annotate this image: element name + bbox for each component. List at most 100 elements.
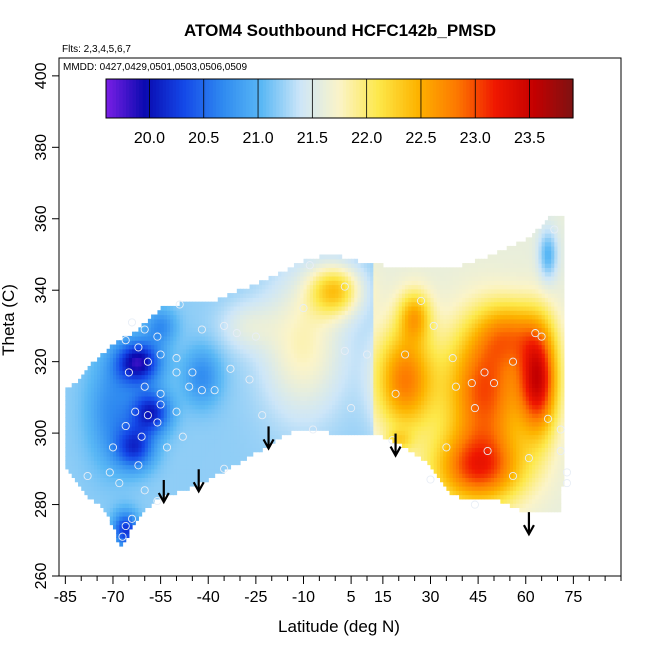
- field-cell: [252, 378, 257, 384]
- field-cell: [147, 391, 152, 397]
- field-cell: [313, 314, 317, 320]
- field-cell: [398, 280, 403, 286]
- field-cell: [322, 421, 327, 427]
- field-cell: [141, 331, 146, 337]
- field-cell: [325, 353, 330, 358]
- field-cell: [220, 408, 225, 414]
- field-cell: [382, 417, 387, 423]
- field-cell: [186, 383, 190, 388]
- field-cell: [354, 425, 359, 431]
- field-cell: [440, 455, 444, 461]
- field-cell: [303, 425, 308, 431]
- field-cell: [259, 374, 263, 380]
- field-cell: [179, 361, 184, 367]
- field-cell: [297, 310, 301, 316]
- field-cell: [179, 310, 184, 316]
- field-cell: [446, 395, 451, 401]
- field-cell: [332, 353, 336, 358]
- field-cell: [420, 323, 425, 328]
- field-cell: [90, 417, 95, 423]
- field-cell: [405, 387, 409, 393]
- field-cell: [265, 383, 270, 388]
- field-cell: [255, 348, 260, 354]
- field-cell: [370, 327, 374, 333]
- field-cell: [154, 365, 159, 371]
- field-cell: [100, 481, 105, 487]
- field-cell: [319, 293, 324, 298]
- field-cell: [379, 280, 384, 286]
- field-cell: [176, 340, 181, 346]
- field-cell: [401, 310, 406, 316]
- field-cell: [262, 323, 266, 328]
- field-cell: [347, 387, 352, 393]
- field-cell: [436, 460, 441, 466]
- field-cell: [109, 485, 114, 491]
- field-cell: [395, 348, 400, 354]
- field-cell: [93, 400, 98, 406]
- field-cell: [182, 477, 187, 483]
- field-cell: [186, 305, 190, 311]
- field-cell: [106, 425, 111, 431]
- field-cell: [205, 383, 209, 388]
- field-cell: [382, 348, 387, 354]
- field-cell: [360, 271, 365, 277]
- field-cell: [192, 408, 197, 414]
- field-cell: [366, 408, 371, 414]
- field-cell: [278, 413, 282, 418]
- field-cell: [236, 331, 241, 337]
- field-cell: [414, 323, 419, 328]
- field-cell: [363, 293, 368, 298]
- field-cell: [303, 421, 308, 427]
- field-cell: [424, 327, 428, 333]
- field-cell: [433, 421, 438, 427]
- field-cell: [141, 425, 146, 431]
- field-cell: [446, 301, 451, 307]
- field-cell: [335, 340, 340, 346]
- field-cell: [341, 310, 346, 316]
- field-cell: [252, 353, 257, 358]
- field-cell: [198, 464, 203, 470]
- field-cell: [351, 335, 355, 341]
- field-cell: [290, 387, 295, 393]
- field-cell: [430, 301, 435, 307]
- field-cell: [436, 267, 441, 273]
- field-cell: [186, 455, 190, 461]
- field-cell: [274, 365, 279, 371]
- field-cell: [303, 348, 308, 354]
- field-cell: [401, 267, 406, 273]
- field-cell: [386, 271, 390, 277]
- field-cell: [287, 280, 292, 286]
- field-cell: [236, 297, 241, 303]
- field-cell: [151, 353, 155, 358]
- field-cell: [354, 344, 359, 350]
- field-cell: [173, 425, 178, 431]
- field-cell: [87, 451, 92, 457]
- field-cell: [233, 348, 238, 354]
- field-cell: [116, 421, 120, 427]
- field-cell: [424, 318, 428, 324]
- field-cell: [151, 460, 155, 466]
- field-cell: [192, 443, 197, 448]
- field-cell: [370, 417, 374, 423]
- field-cell: [246, 400, 251, 406]
- field-cell: [119, 421, 124, 427]
- field-cell: [182, 430, 187, 436]
- field-cell: [138, 331, 143, 337]
- field-cell: [189, 434, 193, 440]
- field-cell: [271, 421, 276, 427]
- field-cell: [309, 421, 314, 427]
- field-cell: [382, 378, 387, 384]
- field-cell: [106, 494, 111, 500]
- field-cell: [271, 374, 276, 380]
- field-cell: [335, 378, 340, 384]
- field-cell: [332, 310, 336, 316]
- field-cell: [214, 340, 219, 346]
- field-cell: [351, 430, 355, 436]
- field-cell: [274, 275, 279, 281]
- field-cell: [93, 451, 98, 457]
- field-cell: [128, 443, 133, 448]
- field-cell: [408, 374, 413, 380]
- field-cell: [300, 288, 305, 294]
- field-cell: [119, 340, 124, 346]
- field-cell: [119, 443, 124, 448]
